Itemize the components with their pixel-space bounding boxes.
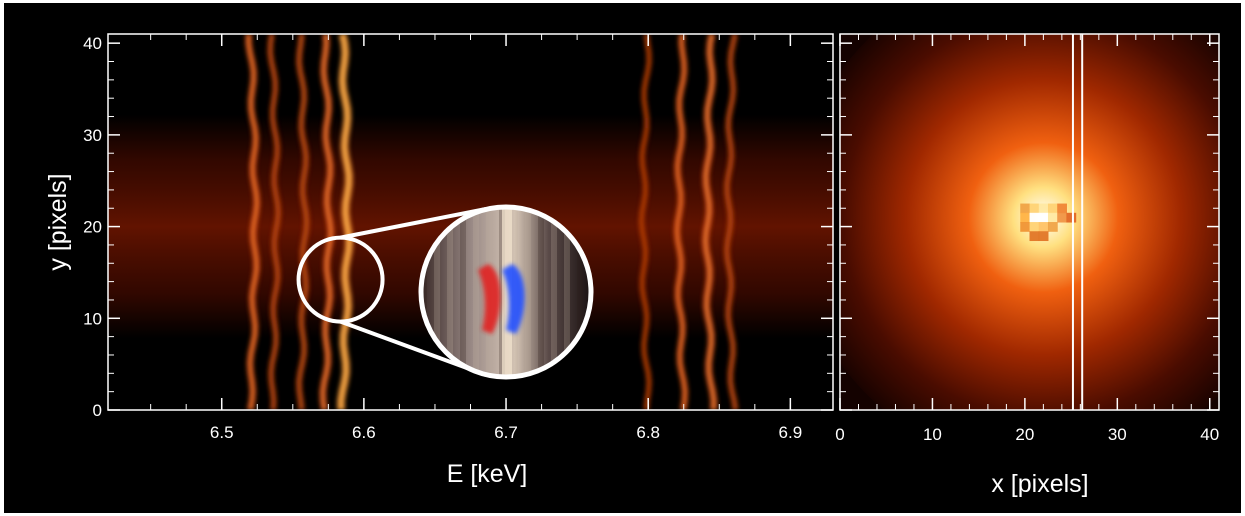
image-pixel (1029, 203, 1040, 214)
zoom-stripe (538, 207, 544, 377)
zoom-inset (296, 204, 594, 380)
zoom-stripe (551, 207, 557, 377)
zoom-connector-top (340, 207, 487, 240)
zoom-lobe-blue (502, 264, 525, 334)
image-pixel (1038, 212, 1049, 223)
image-x-axis-title: x [pixels] (991, 470, 1088, 498)
spectrum-panel: 6.5 6.6 6.7 6.8 6.9 0 10 20 30 40 E [keV] y [pixe… (44, 33, 834, 488)
spectrum-axes: 6.5 6.6 6.7 6.8 6.9 0 10 20 30 40 (83, 34, 833, 442)
zoom-circle (418, 204, 594, 380)
spectrum-y-tick-label: 10 (83, 309, 102, 328)
spectral-lines (245, 34, 739, 410)
zoom-lobe-red (478, 264, 501, 334)
image-pixel (1020, 212, 1030, 223)
zoom-stripe (473, 207, 479, 377)
image-pixel (1057, 203, 1067, 214)
spectral-line-core (269, 34, 279, 410)
zoom-stripe (577, 207, 583, 377)
zoom-content (421, 207, 591, 377)
image-pixel (1020, 222, 1030, 232)
image-pixel (1029, 212, 1040, 223)
spectral-line-core (676, 34, 686, 410)
spectrum-y-tick-label: 40 (83, 34, 102, 53)
image-pixel (1029, 231, 1040, 242)
zoom-stripe (460, 207, 466, 377)
spectrum-frame (107, 33, 834, 411)
image-x-tick-label: 30 (1108, 425, 1127, 444)
image-frame (839, 33, 1220, 411)
image-pixel (1047, 222, 1058, 232)
spectrum-x-tick-label: 6.7 (494, 423, 518, 442)
image-pixel (1038, 203, 1049, 214)
spectrum-x-tick-label: 6.8 (636, 423, 660, 442)
spectrum-y-tick-label: 20 (83, 218, 102, 237)
image-pixel (1038, 231, 1049, 242)
spectral-line-core (641, 34, 650, 410)
spectral-line-core (322, 34, 332, 410)
image-x-tick-label: 20 (1015, 425, 1034, 444)
spectrum-x-axis-title: E [keV] (447, 460, 528, 488)
image-pixel (1066, 212, 1077, 223)
image-x-tick-label: 10 (923, 425, 942, 444)
spectral-line-core (726, 34, 736, 410)
image-heatmap (840, 34, 1219, 410)
spectral-line-core (340, 34, 351, 410)
zoom-stripe (434, 207, 440, 377)
zoom-stripe (447, 207, 453, 377)
spectrum-y-tick-label: 0 (93, 401, 102, 420)
image-pixel (1047, 212, 1058, 223)
zoom-line-core (502, 207, 512, 377)
image-panel: 0 10 20 30 40 x [pixels] (835, 33, 1220, 498)
spectrum-y-axis-title: y [pixels] (44, 173, 72, 270)
spectral-line-core (704, 34, 715, 410)
spectrum-x-tick-label: 6.5 (210, 423, 234, 442)
image-x-tick-label: 0 (835, 425, 844, 444)
image-pixel (1029, 222, 1040, 232)
image-pixel (1047, 203, 1058, 214)
image-pixel (1020, 203, 1030, 214)
image-pixel (1057, 212, 1067, 223)
image-pixel (1038, 222, 1049, 232)
zoom-stripe (525, 207, 531, 377)
zoom-stripe (564, 207, 570, 377)
spectrum-x-tick-label: 6.9 (779, 423, 803, 442)
spectrum-x-tick-label: 6.6 (352, 423, 376, 442)
image-axes: 0 10 20 30 40 (835, 34, 1219, 444)
zoom-source-circle (296, 235, 385, 324)
spectral-line-core (248, 34, 258, 410)
image-x-tick-label: 40 (1200, 425, 1219, 444)
spectrum-y-tick-label: 30 (83, 126, 102, 145)
spectral-line-core (298, 34, 308, 410)
zoom-stripe (421, 207, 427, 377)
